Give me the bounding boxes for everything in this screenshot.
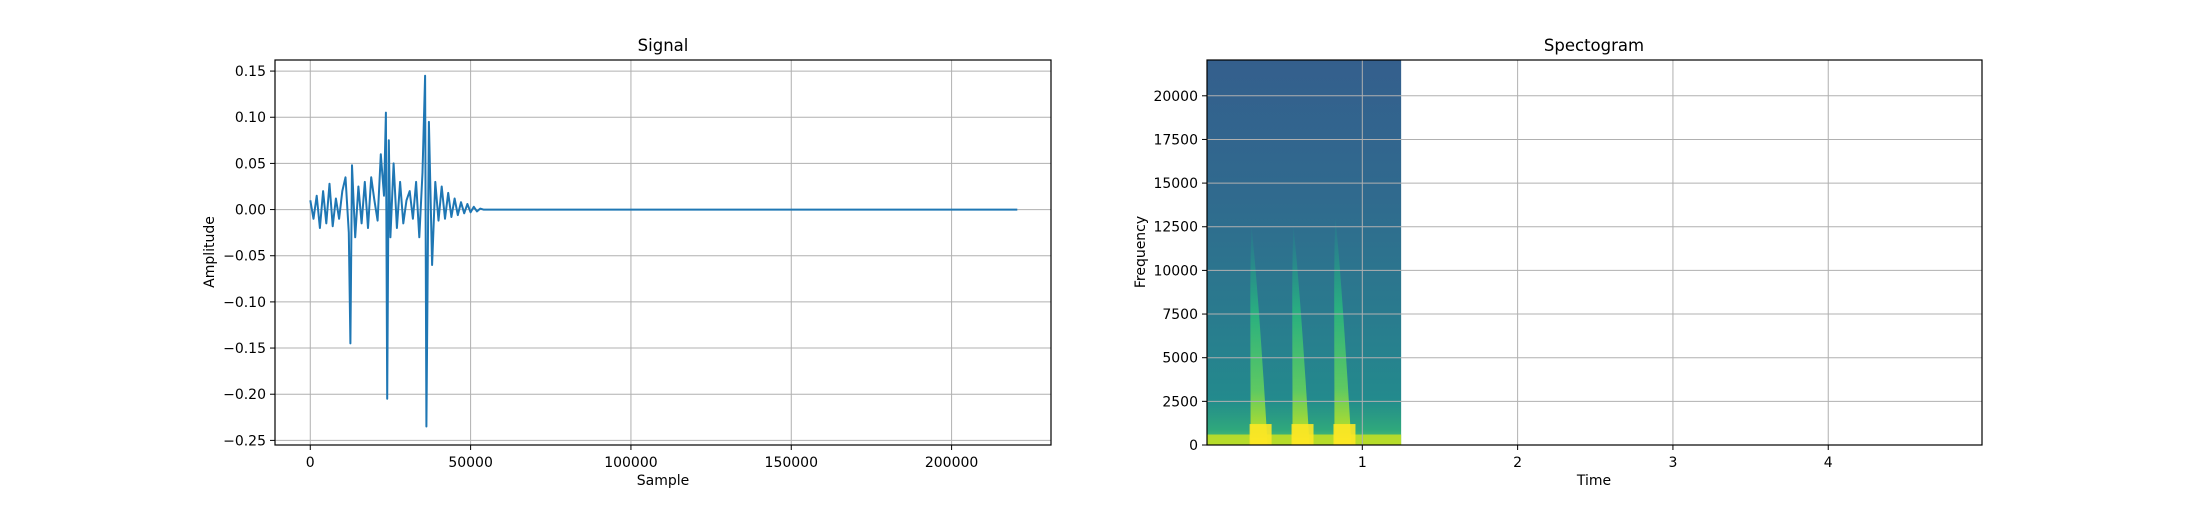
spectrogram-x-tick-label: 3 <box>1668 455 1677 471</box>
spectrogram-onset-peak <box>1333 424 1356 445</box>
spectrogram-y-tick-label: 15000 <box>1153 176 1198 192</box>
signal-x-tick-label: 100000 <box>604 455 657 471</box>
signal-x-tick-label: 200000 <box>925 455 978 471</box>
signal-title: Signal <box>638 36 689 55</box>
signal-y-tick-label: −0.20 <box>223 387 266 403</box>
spectrogram-y-tick-label: 12500 <box>1153 220 1198 236</box>
signal-axes-frame <box>274 59 1052 446</box>
spectrogram-y-tick-label: 17500 <box>1153 132 1198 148</box>
signal-y-axis-label: Amplitude <box>202 216 218 288</box>
spectrogram-y-tick-label: 7500 <box>1162 307 1198 323</box>
signal-y-tick-label: 0.10 <box>235 110 266 126</box>
spectrogram-y-tick-label: 10000 <box>1153 263 1198 279</box>
spectrogram-y-tick-label: 0 <box>1189 438 1198 454</box>
spectrogram-x-axis-label: Time <box>1576 473 1611 489</box>
signal-chart: Signal 0 50000 100000 150000 200000 0.15 0.10… <box>202 36 1052 489</box>
spectrogram-grid <box>1207 60 1982 445</box>
signal-x-tick-label: 150000 <box>765 455 818 471</box>
spectrogram-x-tick-label: 2 <box>1513 455 1522 471</box>
spectrogram-x-ticks: 1 2 3 4 <box>1358 445 1833 471</box>
signal-y-tick-label: −0.25 <box>223 433 266 449</box>
spectrogram-y-tick-label: 2500 <box>1162 394 1198 410</box>
spectrogram-y-tick-label: 5000 <box>1162 351 1198 367</box>
spectrogram-y-ticks: 0 2500 5000 7500 10000 12500 15000 17500 20000 <box>1153 89 1207 454</box>
signal-y-tick-label: 0.05 <box>235 156 266 172</box>
signal-x-axis-label: Sample <box>637 473 690 489</box>
spectrogram-onset-peak <box>1249 424 1272 445</box>
spectrogram-title: Spectogram <box>1544 36 1644 55</box>
spectrogram-onset-band <box>1250 226 1268 445</box>
signal-y-tick-label: −0.10 <box>223 295 266 311</box>
signal-y-tick-label: −0.05 <box>223 249 266 265</box>
spectrogram-onset-band <box>1334 218 1352 445</box>
spectrogram-x-tick-label: 4 <box>1824 455 1833 471</box>
spectrogram-image <box>1207 60 1402 445</box>
spectrogram-chart: Spectogram 1 2 3 4 0 2500 5000 7500 10000 12500 1… <box>1133 36 1983 489</box>
signal-y-ticks: 0.15 0.10 0.05 0.00 −0.05 −0.10 −0.15 −0.20 −0.2… <box>223 64 275 449</box>
signal-y-tick-label: −0.15 <box>223 341 266 357</box>
spectrogram-x-tick-label: 1 <box>1358 455 1367 471</box>
signal-x-ticks: 0 50000 100000 150000 200000 <box>306 445 978 471</box>
signal-plot-area <box>275 60 1051 445</box>
spectrogram-y-axis-label: Frequency <box>1133 216 1149 288</box>
spectrogram-onset-band <box>1292 226 1310 445</box>
signal-x-tick-label: 0 <box>306 455 315 471</box>
spectrogram-y-tick-label: 20000 <box>1153 89 1198 105</box>
spectrogram-onset-peak <box>1291 424 1314 445</box>
signal-series-line <box>309 74 1018 428</box>
spectrogram-axes-frame <box>1206 59 1983 446</box>
signal-y-tick-label: 0.00 <box>235 203 266 219</box>
signal-y-tick-label: 0.15 <box>235 64 266 80</box>
signal-x-tick-label: 50000 <box>448 455 493 471</box>
signal-grid <box>275 60 1051 445</box>
